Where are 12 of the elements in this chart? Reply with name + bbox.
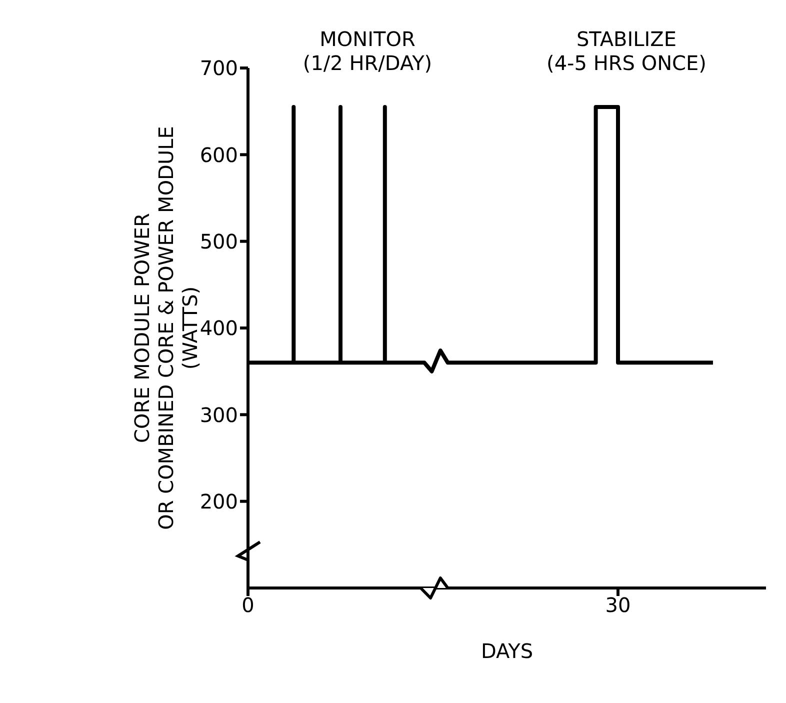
annotation: STABILIZE (4-5 HRS ONCE) <box>546 27 706 75</box>
y-tick-label: 200 <box>200 489 238 514</box>
y-axis-title: CORE MODULE POWER OR COMBINED CORE & POWER MODULE (WATTS) <box>130 126 202 530</box>
x-tick-label: 30 <box>605 593 631 618</box>
x-tick-label: 0 <box>242 593 254 618</box>
y-tick-label: 400 <box>200 316 238 340</box>
y-tick-label: 600 <box>200 142 238 167</box>
annotation: MONITOR (1/2 HR/DAY) <box>302 27 432 75</box>
y-tick-label: 300 <box>200 402 238 427</box>
x-axis-title: DAYS <box>480 639 534 663</box>
y-tick-label: 700 <box>200 56 238 80</box>
y-tick-label: 500 <box>200 229 238 254</box>
